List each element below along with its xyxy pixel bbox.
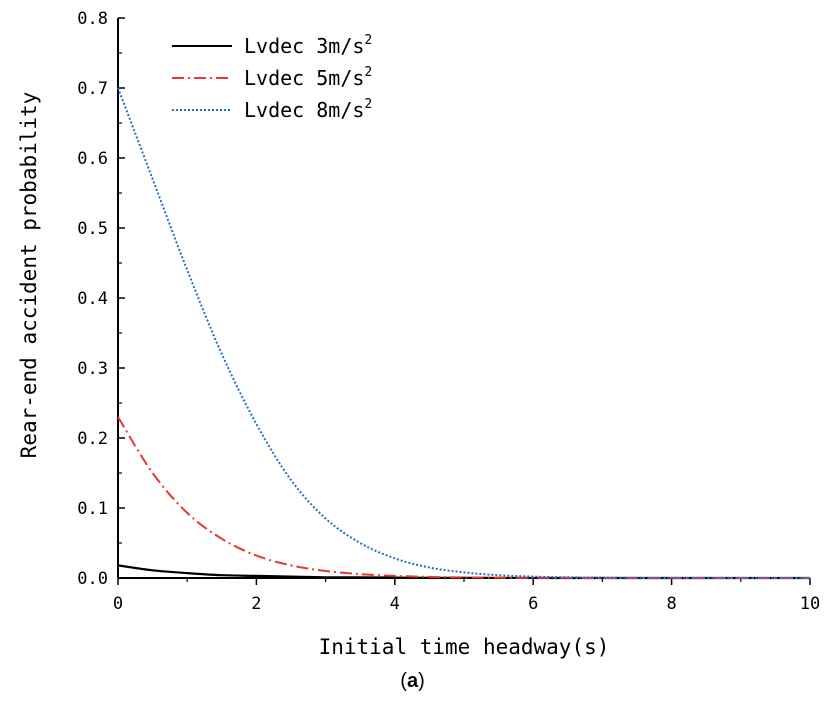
- x-tick-label: 2: [251, 594, 261, 614]
- y-axis-title: Rear-end accident probability: [17, 92, 41, 459]
- legend-label-1: Lvdec 3m/s2: [244, 33, 372, 58]
- series-line-2: [117, 416, 810, 580]
- series-line-3: [117, 87, 810, 580]
- legend: Lvdec 3m/s2 Lvdec 5m/s2 Lvdec 8m/s2: [172, 33, 372, 122]
- y-tick-label: 0.3: [77, 359, 108, 379]
- line-chart: 0.0 0.1 0.2 0.3 0.4 0.5 0.6 0.7 0.8 0 2 4 6 8 10 Lvdec…: [17, 9, 820, 659]
- y-tick-label: 0.4: [77, 289, 108, 309]
- y-tick-label: 0.7: [77, 79, 108, 99]
- y-tick-label: 0.1: [77, 499, 108, 519]
- x-axis-title: Initial time headway(s): [319, 635, 610, 659]
- x-tick-label: 6: [528, 594, 538, 614]
- x-tick-label: 4: [390, 594, 400, 614]
- caption-letter: a: [406, 670, 419, 692]
- x-tick-label: 10: [800, 594, 820, 614]
- y-tick-label: 0.5: [77, 219, 108, 239]
- x-tick-label: 0: [113, 594, 123, 614]
- legend-label-3: Lvdec 8m/s2: [244, 97, 372, 122]
- y-tick-label: 0.2: [77, 429, 108, 449]
- x-tick-label: 8: [666, 594, 676, 614]
- caption-open: (: [400, 670, 407, 692]
- y-tick-label: 0.0: [77, 569, 108, 589]
- figure-caption: (a): [0, 670, 825, 693]
- caption-close: ): [418, 670, 425, 692]
- legend-label-2: Lvdec 5m/s2: [244, 65, 372, 90]
- series-layer: [117, 87, 810, 580]
- y-tick-label: 0.6: [77, 149, 108, 169]
- y-tick-label: 0.8: [77, 9, 108, 29]
- axes: 0.0 0.1 0.2 0.3 0.4 0.5 0.6 0.7 0.8 0 2 4 6 8 10: [77, 9, 820, 614]
